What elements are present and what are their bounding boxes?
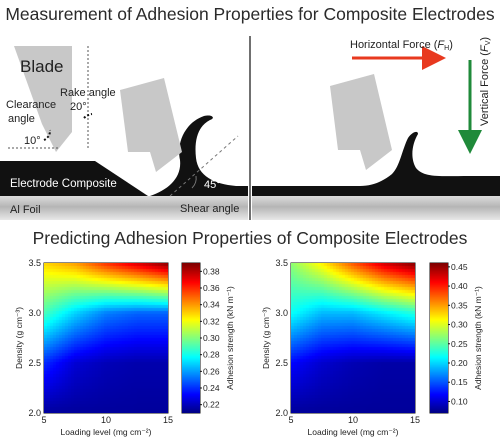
- shear-angle-value: 45°: [204, 179, 221, 191]
- y-tick-label: 3.0: [275, 308, 288, 318]
- colorbar-left: [182, 263, 200, 413]
- y-tick-label: 2.5: [275, 358, 288, 368]
- colorbar-right: [430, 263, 448, 413]
- x-tick-label: 5: [288, 415, 293, 425]
- x-tick-label: 10: [101, 415, 111, 425]
- colorbar-tick-label: 0.25: [451, 339, 468, 349]
- heatmap-right: [291, 263, 415, 413]
- y-tick-label: 3.0: [28, 308, 41, 318]
- electrode-composite-left: [0, 161, 148, 196]
- colorbar-tick-label: 0.24: [203, 383, 220, 393]
- clearance-angle-value: 10°: [24, 135, 41, 147]
- y-tick-label: 3.5: [28, 258, 41, 268]
- colorbar-tick-label: 0.30: [203, 333, 220, 343]
- al-foil-right: [252, 196, 500, 220]
- colorbar-label: Adhesion strength (kN m⁻¹): [473, 286, 483, 390]
- clearance-angle-label-2: angle: [8, 113, 35, 125]
- colorbar-tick-label: 0.40: [451, 281, 468, 291]
- rake-angle-label: Rake angle: [60, 87, 116, 99]
- rake-angle-value: 20°: [70, 101, 87, 113]
- al-foil-label: Al Foil: [10, 204, 41, 216]
- y-tick-label: 3.5: [275, 258, 288, 268]
- colorbar-tick-label: 0.20: [451, 358, 468, 368]
- shear-angle-label: Shear angle: [180, 203, 239, 215]
- blade-right: [330, 74, 392, 170]
- al-foil-left: [0, 196, 248, 220]
- vertical-force-label: Vertical Force (FV): [479, 37, 492, 126]
- colorbar-tick-label: 0.15: [451, 377, 468, 387]
- colorbar-tick-label: 0.36: [203, 283, 220, 293]
- clearance-angle-label-1: Clearance: [6, 99, 56, 111]
- colorbar-tick-label: 0.28: [203, 350, 220, 360]
- y-tick-label: 2.5: [28, 358, 41, 368]
- y-axis-label: Density (g cm⁻³): [14, 307, 24, 369]
- colorbar-tick-label: 0.22: [203, 400, 220, 410]
- y-tick-label: 2.0: [275, 408, 288, 418]
- x-axis-label: Loading level (mg cm⁻²): [61, 427, 152, 437]
- colorbar-tick-label: 0.30: [451, 320, 468, 330]
- horizontal-force-label: Horizontal Force (FH): [350, 39, 453, 52]
- colorbar-tick-label: 0.10: [451, 396, 468, 406]
- page-title: Measurement of Adhesion Properties for C…: [5, 4, 495, 24]
- colorbar-tick-label: 0.32: [203, 316, 220, 326]
- y-axis-label: Density (g cm⁻³): [261, 307, 271, 369]
- colorbar-label: Adhesion strength (kN m⁻¹): [225, 286, 235, 390]
- colorbar-tick-label: 0.35: [451, 300, 468, 310]
- electrode-composite-label: Electrode Composite: [10, 178, 117, 190]
- x-tick-label: 15: [163, 415, 173, 425]
- colorbar-tick-label: 0.26: [203, 366, 220, 376]
- x-axis-label: Loading level (mg cm⁻²): [308, 427, 399, 437]
- electrode-composite-right: [252, 131, 500, 196]
- chip-curl-left: [150, 115, 248, 196]
- heatmap-right-axes: 5 10 15 2.0 2.5 3.0 3.5 0.10 0.15 0.20 0.25 0.30 0.3…: [261, 258, 483, 437]
- section-subtitle: Predicting Adhesion Properties of Compos…: [32, 228, 468, 248]
- colorbar-tick-label: 0.34: [203, 300, 220, 310]
- blade-label: Blade: [20, 57, 63, 76]
- x-tick-label: 10: [348, 415, 358, 425]
- blade-left-top: [14, 46, 72, 152]
- x-tick-label: 5: [41, 415, 46, 425]
- x-tick-label: 15: [410, 415, 420, 425]
- y-tick-label: 2.0: [28, 408, 41, 418]
- colorbar-tick-label: 0.45: [451, 262, 468, 272]
- blade-left-cutting: [120, 78, 182, 172]
- colorbar-tick-label: 0.38: [203, 266, 220, 276]
- heatmap-left: [44, 263, 168, 413]
